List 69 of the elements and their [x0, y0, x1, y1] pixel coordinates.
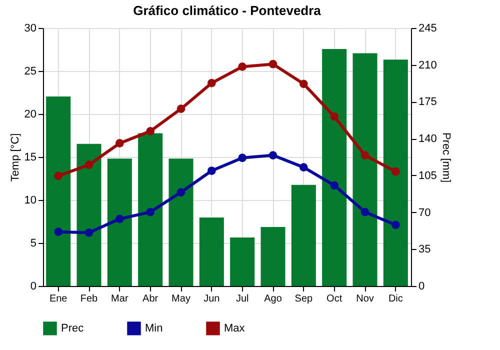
bar — [168, 158, 194, 286]
point — [268, 151, 278, 160]
point — [268, 60, 278, 68]
x-tick-label: Ago — [264, 294, 282, 304]
y2-tick-label: 105 — [418, 170, 437, 182]
bar — [260, 227, 286, 286]
y2-tick-label: 35 — [418, 244, 431, 256]
point — [176, 188, 186, 196]
x-tick-label: Mar — [111, 294, 129, 304]
legend-label: Min — [145, 322, 163, 334]
bar — [199, 218, 224, 286]
point — [391, 167, 400, 176]
bar — [383, 60, 408, 286]
x-tick-label: Dic — [388, 294, 403, 304]
point — [330, 112, 339, 121]
y-tick-label: 0 — [30, 280, 36, 292]
x-tick-label: Feb — [80, 294, 98, 304]
y-tick-label: 25 — [24, 66, 36, 78]
bar — [107, 158, 132, 286]
bar — [352, 53, 378, 286]
point — [299, 163, 308, 172]
point — [207, 166, 216, 175]
point — [238, 154, 247, 162]
x-tick-label: Abr — [142, 294, 159, 304]
y-tick-label: 30 — [24, 22, 36, 34]
point — [54, 172, 63, 180]
point — [115, 214, 124, 224]
point — [360, 208, 370, 216]
x-tick-label: Jun — [204, 294, 220, 304]
point — [299, 80, 308, 88]
y2-tick-label: 245 — [418, 22, 437, 34]
x-tick-label: May — [172, 294, 190, 304]
bar — [138, 133, 163, 286]
y2-tick-label: 70 — [418, 206, 431, 219]
y-tick-label: 20 — [24, 108, 36, 120]
y2-tick-label: 140 — [418, 133, 437, 146]
y-tick-label: 10 — [24, 194, 36, 206]
point — [238, 62, 247, 71]
y-axis-title: Temp [°C] — [9, 133, 22, 182]
x-tick-label: Oct — [326, 294, 342, 304]
point — [360, 151, 370, 160]
bar — [76, 144, 102, 286]
point — [115, 139, 124, 148]
bar — [230, 238, 255, 286]
point — [84, 160, 94, 169]
legend-label: Max — [224, 322, 246, 334]
bar — [291, 184, 316, 286]
point — [207, 78, 216, 88]
y2-tick-label: 210 — [418, 59, 437, 72]
x-tick-label: Sep — [294, 294, 313, 304]
y2-axis-title: Prec [mm] — [440, 132, 452, 183]
point — [146, 208, 155, 216]
y-tick-label: 15 — [24, 152, 36, 164]
chart-title: Gráfico climático - Pontevedra — [133, 3, 322, 18]
point — [54, 228, 63, 236]
point — [146, 127, 155, 136]
point — [176, 104, 186, 114]
y2-tick-label: 0 — [418, 280, 425, 292]
legend-label: Prec — [61, 322, 84, 334]
x-tick-label: Ene — [49, 294, 68, 304]
y2-tick-label: 175 — [418, 96, 437, 108]
point — [84, 228, 94, 237]
bar — [46, 96, 71, 286]
x-tick-label: Jul — [236, 294, 249, 304]
y-tick-label: 5 — [30, 238, 36, 250]
point — [330, 181, 339, 190]
x-tick-label: Nov — [356, 294, 374, 304]
point — [391, 220, 400, 230]
bar — [322, 49, 347, 286]
